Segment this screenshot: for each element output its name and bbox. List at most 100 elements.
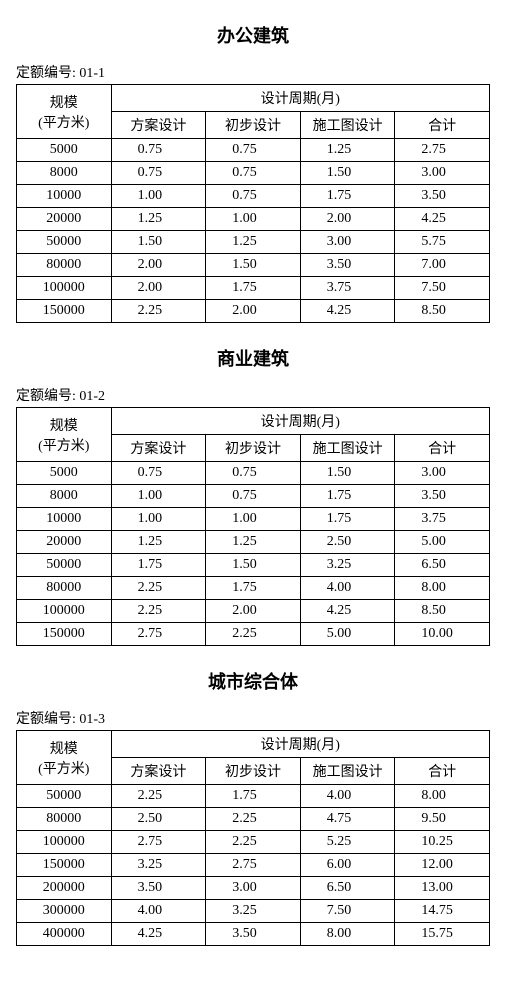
header-scale-l2: (平方米) xyxy=(21,435,107,455)
cell-scale: 80000 xyxy=(17,808,112,831)
header-scale-l1: 规模 xyxy=(21,415,107,435)
cell-value: 3.50 xyxy=(395,485,490,508)
cell-value: 2.00 xyxy=(300,208,395,231)
table-row: 500001.751.503.256.50 xyxy=(17,554,490,577)
table-header-row: 规模(平方米)设计周期(月) xyxy=(17,85,490,112)
cell-value: 10.25 xyxy=(395,831,490,854)
cell-value: 4.25 xyxy=(395,208,490,231)
header-prelim: 初步设计 xyxy=(206,435,301,462)
cell-value: 3.00 xyxy=(300,231,395,254)
table-row: 50000.750.751.252.75 xyxy=(17,139,490,162)
table-row: 200001.251.252.505.00 xyxy=(17,531,490,554)
cell-scale: 300000 xyxy=(17,900,112,923)
cell-value: 5.00 xyxy=(395,531,490,554)
cell-value: 6.50 xyxy=(395,554,490,577)
cell-value: 3.75 xyxy=(395,508,490,531)
cell-value: 2.50 xyxy=(111,808,206,831)
cell-value: 3.75 xyxy=(300,277,395,300)
cell-value: 0.75 xyxy=(206,139,301,162)
cell-value: 1.50 xyxy=(206,254,301,277)
cell-value: 0.75 xyxy=(206,162,301,185)
cell-value: 2.00 xyxy=(111,254,206,277)
cell-value: 1.75 xyxy=(300,508,395,531)
cell-scale: 50000 xyxy=(17,785,112,808)
header-scale-l1: 规模 xyxy=(21,738,107,758)
cell-value: 0.75 xyxy=(111,139,206,162)
cell-value: 1.50 xyxy=(300,162,395,185)
table-row: 800002.001.503.507.00 xyxy=(17,254,490,277)
header-scale-l2: (平方米) xyxy=(21,112,107,132)
table-row: 1000002.001.753.757.50 xyxy=(17,277,490,300)
table-row: 500002.251.754.008.00 xyxy=(17,785,490,808)
header-scale-l1: 规模 xyxy=(21,92,107,112)
cell-value: 13.00 xyxy=(395,877,490,900)
cell-value: 3.50 xyxy=(395,185,490,208)
cell-value: 1.25 xyxy=(111,531,206,554)
cell-value: 1.75 xyxy=(206,577,301,600)
cell-scale: 100000 xyxy=(17,277,112,300)
cell-value: 4.25 xyxy=(300,600,395,623)
table-row: 50000.750.751.503.00 xyxy=(17,462,490,485)
cell-value: 1.25 xyxy=(206,531,301,554)
table-row: 200001.251.002.004.25 xyxy=(17,208,490,231)
cell-value: 1.00 xyxy=(111,185,206,208)
quota-code-value: 01-3 xyxy=(79,712,105,727)
period-table: 规模(平方米)设计周期(月)方案设计初步设计施工图设计合计50000.750.7… xyxy=(16,407,490,646)
cell-value: 3.25 xyxy=(206,900,301,923)
cell-value: 1.50 xyxy=(206,554,301,577)
header-period: 设计周期(月) xyxy=(111,408,489,435)
period-table: 规模(平方米)设计周期(月)方案设计初步设计施工图设计合计50000.750.7… xyxy=(16,84,490,323)
cell-value: 3.50 xyxy=(111,877,206,900)
cell-value: 2.25 xyxy=(206,808,301,831)
table-row: 1000002.252.004.258.50 xyxy=(17,600,490,623)
cell-scale: 20000 xyxy=(17,531,112,554)
table-row: 1000002.752.255.2510.25 xyxy=(17,831,490,854)
cell-value: 5.00 xyxy=(300,623,395,646)
cell-value: 12.00 xyxy=(395,854,490,877)
cell-value: 2.25 xyxy=(111,600,206,623)
cell-value: 7.50 xyxy=(395,277,490,300)
header-prelim: 初步设计 xyxy=(206,112,301,139)
cell-value: 1.75 xyxy=(300,185,395,208)
cell-value: 1.25 xyxy=(111,208,206,231)
cell-value: 3.25 xyxy=(111,854,206,877)
cell-value: 1.00 xyxy=(206,508,301,531)
quota-code-value: 01-2 xyxy=(79,389,105,404)
cell-value: 1.75 xyxy=(300,485,395,508)
table-header-row: 规模(平方米)设计周期(月) xyxy=(17,408,490,435)
quota-code-prefix: 定额编号: xyxy=(16,389,76,404)
header-scale: 规模(平方米) xyxy=(17,85,112,139)
cell-value: 2.00 xyxy=(206,300,301,323)
cell-value: 0.75 xyxy=(111,162,206,185)
cell-scale: 200000 xyxy=(17,877,112,900)
cell-value: 2.75 xyxy=(395,139,490,162)
cell-scale: 100000 xyxy=(17,831,112,854)
cell-value: 8.50 xyxy=(395,300,490,323)
cell-scale: 10000 xyxy=(17,508,112,531)
cell-value: 4.00 xyxy=(300,785,395,808)
cell-scale: 80000 xyxy=(17,254,112,277)
cell-value: 4.25 xyxy=(300,300,395,323)
table-row: 3000004.003.257.5014.75 xyxy=(17,900,490,923)
cell-value: 3.00 xyxy=(206,877,301,900)
header-scale: 规模(平方米) xyxy=(17,408,112,462)
cell-scale: 150000 xyxy=(17,300,112,323)
cell-scale: 10000 xyxy=(17,185,112,208)
table-row: 80001.000.751.753.50 xyxy=(17,485,490,508)
cell-value: 1.75 xyxy=(111,554,206,577)
table-row: 100001.001.001.753.75 xyxy=(17,508,490,531)
cell-value: 7.00 xyxy=(395,254,490,277)
header-period: 设计周期(月) xyxy=(111,85,489,112)
cell-value: 2.75 xyxy=(206,854,301,877)
cell-value: 1.00 xyxy=(111,485,206,508)
header-construct: 施工图设计 xyxy=(300,435,395,462)
cell-value: 9.50 xyxy=(395,808,490,831)
section-title: 城市综合体 xyxy=(16,668,490,694)
cell-value: 8.00 xyxy=(395,577,490,600)
cell-scale: 50000 xyxy=(17,231,112,254)
table-header-row: 规模(平方米)设计周期(月) xyxy=(17,731,490,758)
cell-value: 10.00 xyxy=(395,623,490,646)
cell-scale: 8000 xyxy=(17,162,112,185)
cell-scale: 400000 xyxy=(17,923,112,946)
cell-value: 3.00 xyxy=(395,462,490,485)
